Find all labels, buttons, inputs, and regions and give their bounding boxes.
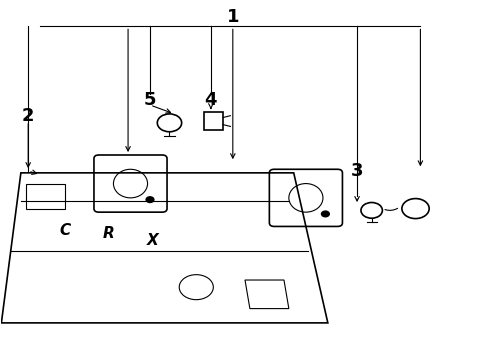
Text: 4: 4 bbox=[205, 91, 217, 109]
Text: 2: 2 bbox=[22, 107, 34, 125]
Text: C: C bbox=[59, 222, 71, 238]
Text: X: X bbox=[147, 233, 158, 248]
Text: 1: 1 bbox=[226, 9, 239, 27]
Text: 5: 5 bbox=[144, 91, 156, 109]
Circle shape bbox=[146, 197, 154, 203]
Text: R: R bbox=[103, 226, 115, 241]
Circle shape bbox=[321, 211, 329, 217]
Text: 3: 3 bbox=[351, 162, 363, 180]
